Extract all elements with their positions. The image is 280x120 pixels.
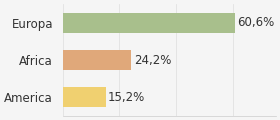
- Text: 60,6%: 60,6%: [237, 16, 274, 29]
- Bar: [63, 13, 235, 33]
- Text: 15,2%: 15,2%: [108, 91, 145, 104]
- Bar: [63, 87, 106, 107]
- Text: 24,2%: 24,2%: [134, 54, 171, 66]
- Bar: [63, 50, 131, 70]
